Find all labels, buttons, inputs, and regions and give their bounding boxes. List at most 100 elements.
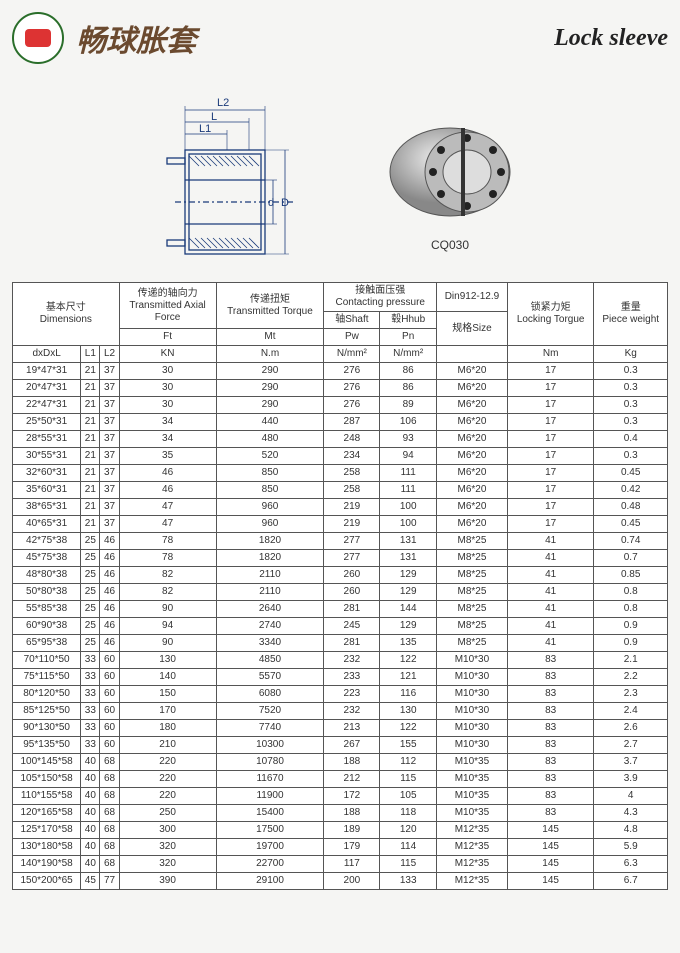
dim-l: L: [211, 111, 217, 123]
table-cell: 276: [324, 380, 380, 397]
table-cell: 144: [380, 601, 437, 618]
table-cell: M12*35: [437, 856, 508, 873]
table-cell: 850: [216, 465, 324, 482]
hdr-kg: Kg: [594, 346, 668, 363]
table-cell: 86: [380, 363, 437, 380]
table-row: 85*125*5033601707520232130M10*30832.4: [13, 703, 668, 720]
table-cell: 219: [324, 516, 380, 533]
hdr-nmm2b: N/mm²: [380, 346, 437, 363]
table-cell: 0.3: [594, 414, 668, 431]
hdr-l1: L1: [81, 346, 100, 363]
table-cell: 10780: [216, 754, 324, 771]
table-cell: 245: [324, 618, 380, 635]
table-cell: 40: [81, 805, 100, 822]
table-cell: 130: [380, 703, 437, 720]
table-cell: 232: [324, 652, 380, 669]
table-row: 22*47*3121373029027689M6*20170.3: [13, 397, 668, 414]
table-cell: 130*180*58: [13, 839, 81, 856]
table-cell: 34: [119, 414, 216, 431]
page-header: 畅球胀套 Lock sleeve: [12, 8, 668, 72]
table-cell: M8*25: [437, 618, 508, 635]
table-cell: 21: [81, 380, 100, 397]
table-cell: 172: [324, 788, 380, 805]
table-cell: 212: [324, 771, 380, 788]
table-cell: 40: [81, 754, 100, 771]
table-cell: 106: [380, 414, 437, 431]
table-cell: 150*200*65: [13, 873, 81, 890]
table-cell: 82: [119, 567, 216, 584]
table-cell: 41: [507, 584, 594, 601]
table-cell: M10*35: [437, 754, 508, 771]
table-cell: 83: [507, 771, 594, 788]
table-cell: 83: [507, 805, 594, 822]
diagram-svg: L2 L L1 d D: [155, 92, 315, 272]
table-cell: 114: [380, 839, 437, 856]
hdr-l2: L2: [100, 346, 119, 363]
table-cell: 133: [380, 873, 437, 890]
table-cell: 290: [216, 363, 324, 380]
table-row: 55*85*382546902640281144M8*25410.8: [13, 601, 668, 618]
table-cell: 248: [324, 431, 380, 448]
table-cell: 180: [119, 720, 216, 737]
table-cell: 33: [81, 686, 100, 703]
table-cell: 258: [324, 465, 380, 482]
table-cell: 130: [119, 652, 216, 669]
table-cell: 25: [81, 618, 100, 635]
table-cell: 234: [324, 448, 380, 465]
table-cell: 41: [507, 550, 594, 567]
table-cell: 41: [507, 635, 594, 652]
table-cell: 6080: [216, 686, 324, 703]
table-cell: 5.9: [594, 839, 668, 856]
table-cell: 7520: [216, 703, 324, 720]
table-cell: M6*20: [437, 431, 508, 448]
table-cell: 30: [119, 397, 216, 414]
table-row: 45*75*382546781820277131M8*25410.7: [13, 550, 668, 567]
table-cell: 37: [100, 397, 119, 414]
brand-name-cn: 畅球胀套: [76, 16, 196, 60]
table-cell: 129: [380, 567, 437, 584]
hdr-ft: Ft: [119, 329, 216, 346]
table-cell: 17: [507, 363, 594, 380]
table-cell: 29100: [216, 873, 324, 890]
table-cell: 0.3: [594, 363, 668, 380]
table-cell: 390: [119, 873, 216, 890]
table-cell: 189: [324, 822, 380, 839]
table-row: 40*65*31213747960219100M6*20170.45: [13, 516, 668, 533]
table-cell: 60: [100, 669, 119, 686]
table-cell: 0.4: [594, 431, 668, 448]
table-cell: 188: [324, 805, 380, 822]
table-cell: 78: [119, 533, 216, 550]
table-cell: M10*30: [437, 686, 508, 703]
table-cell: 287: [324, 414, 380, 431]
table-cell: 105*150*58: [13, 771, 81, 788]
table-row: 75*115*5033601405570233121M10*30832.2: [13, 669, 668, 686]
table-cell: 112: [380, 754, 437, 771]
table-row: 130*180*58406832019700179114M12*351455.9: [13, 839, 668, 856]
table-row: 30*55*3121373552023494M6*20170.3: [13, 448, 668, 465]
table-cell: 40: [81, 788, 100, 805]
table-cell: 0.9: [594, 635, 668, 652]
table-cell: 320: [119, 856, 216, 873]
table-cell: 320: [119, 839, 216, 856]
table-cell: 0.85: [594, 567, 668, 584]
table-cell: 117: [324, 856, 380, 873]
table-row: 28*55*3121373448024893M6*20170.4: [13, 431, 668, 448]
table-cell: 85*125*50: [13, 703, 81, 720]
table-cell: M8*25: [437, 550, 508, 567]
table-cell: 21: [81, 516, 100, 533]
table-cell: 25: [81, 584, 100, 601]
table-row: 110*155*58406822011900172105M10*35834: [13, 788, 668, 805]
dim-l2: L2: [217, 97, 229, 109]
table-cell: 41: [507, 601, 594, 618]
table-cell: 22700: [216, 856, 324, 873]
table-cell: 46: [100, 533, 119, 550]
table-cell: 135: [380, 635, 437, 652]
table-cell: 0.74: [594, 533, 668, 550]
table-cell: M8*25: [437, 601, 508, 618]
table-cell: 4.3: [594, 805, 668, 822]
table-cell: 290: [216, 380, 324, 397]
table-cell: 17500: [216, 822, 324, 839]
brand-name-en: Lock sleeve: [554, 25, 668, 52]
table-cell: 21: [81, 448, 100, 465]
table-row: 100*145*58406822010780188112M10*35833.7: [13, 754, 668, 771]
